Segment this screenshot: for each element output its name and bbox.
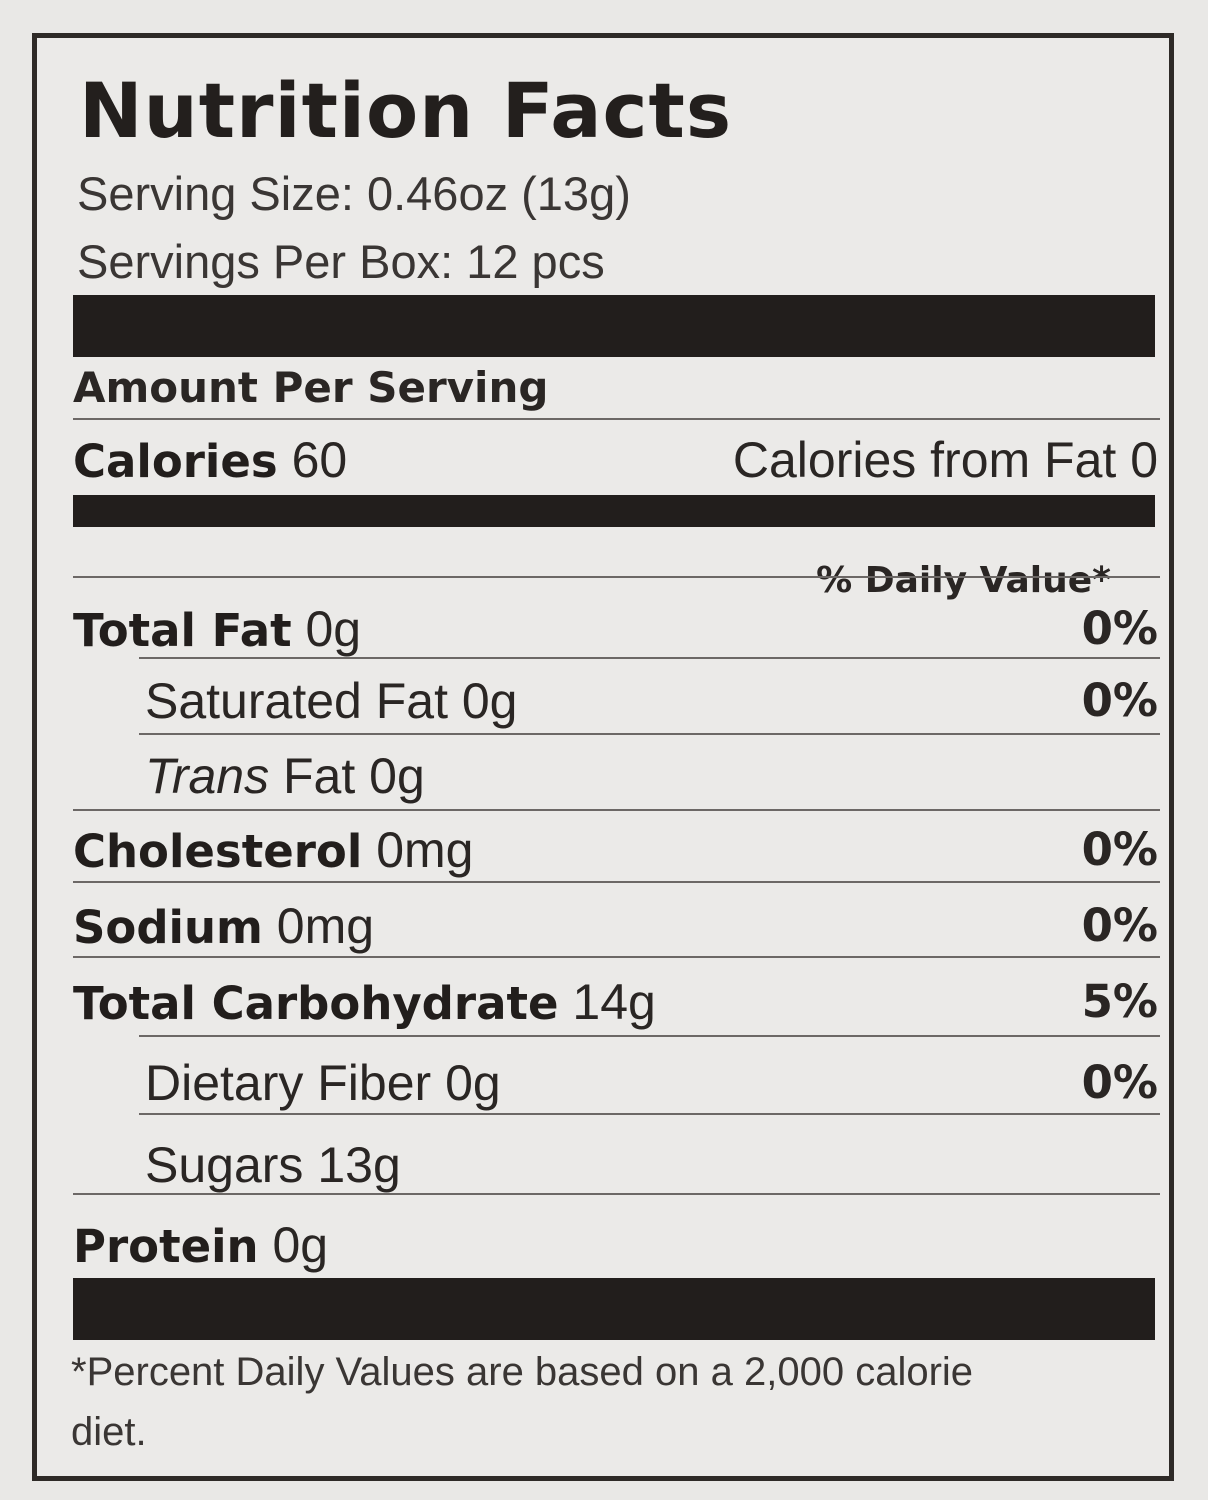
divider xyxy=(139,733,1160,735)
nutrient-amount: 0mg xyxy=(276,898,375,954)
calories-from-fat: Calories from Fat 0 xyxy=(732,432,1158,488)
footnote-line-2: diet. xyxy=(71,1410,147,1454)
serving-size: Serving Size: 0.46oz (13g) xyxy=(77,167,631,220)
label-title: Nutrition Facts xyxy=(79,66,733,155)
nutrient-amount: 13g xyxy=(317,1137,401,1193)
nutrient-row-total-fat: Total Fat 0g 0% xyxy=(73,599,1158,659)
nutrient-name: Total Fat xyxy=(73,604,292,657)
nutrient-row-dietary-fiber: Dietary Fiber 0g 0% xyxy=(145,1053,1158,1113)
nutrient-dv: 0% xyxy=(1081,899,1158,952)
nutrient-dv: 0% xyxy=(1081,823,1158,876)
nutrient-dv: 0% xyxy=(1081,674,1158,727)
nutrient-amount: 0g xyxy=(445,1055,501,1111)
calories-label: Calories xyxy=(73,435,278,488)
footnote-line-1: *Percent Daily Values are based on a 2,0… xyxy=(71,1350,974,1394)
nutrient-row-cholesterol: Cholesterol 0mg 0% xyxy=(73,820,1158,880)
divider xyxy=(73,1193,1160,1195)
medium-divider xyxy=(73,495,1155,527)
nutrient-name-italic: Trans xyxy=(145,748,270,804)
nutrient-row-trans-fat: Trans Fat 0g xyxy=(145,746,1158,806)
calories-value: 60 xyxy=(291,432,348,488)
nutrient-name: Sugars xyxy=(145,1137,304,1193)
divider xyxy=(73,881,1160,883)
thick-divider xyxy=(73,295,1155,357)
calories-row: Calories 60 Calories from Fat 0 xyxy=(73,430,1158,490)
nutrient-name: Total Carbohydrate xyxy=(73,977,559,1030)
divider xyxy=(139,1035,1160,1037)
nutrition-facts-label: Nutrition Facts Serving Size: 0.46oz (13… xyxy=(32,33,1174,1481)
nutrient-name: Cholesterol xyxy=(73,825,363,878)
divider xyxy=(73,809,1160,811)
nutrient-amount: 0g xyxy=(272,1217,329,1273)
nutrient-amount: 0g xyxy=(461,673,518,729)
divider xyxy=(139,657,1160,659)
nutrient-row-total-carbohydrate: Total Carbohydrate 14g 5% xyxy=(73,972,1158,1032)
divider xyxy=(73,576,1160,578)
nutrient-row-sodium: Sodium 0mg 0% xyxy=(73,896,1158,956)
nutrient-name: Saturated Fat xyxy=(145,673,448,729)
nutrient-amount: 0mg xyxy=(376,822,474,878)
nutrient-name: Sodium xyxy=(73,901,263,954)
nutrient-amount: 0g xyxy=(305,601,362,657)
servings-per-box: Servings Per Box: 12 pcs xyxy=(77,235,605,288)
divider xyxy=(139,1113,1160,1115)
nutrient-dv: 0% xyxy=(1081,1056,1158,1109)
nutrient-row-protein: Protein 0g xyxy=(73,1215,1158,1275)
divider xyxy=(73,956,1160,958)
nutrient-amount: 0g xyxy=(369,748,425,804)
amount-per-serving: Amount Per Serving xyxy=(73,363,549,412)
nutrient-name: Protein xyxy=(73,1220,259,1273)
nutrient-row-saturated-fat: Saturated Fat 0g 0% xyxy=(145,671,1158,731)
nutrient-name: Dietary Fiber xyxy=(145,1055,432,1111)
nutrient-amount: 14g xyxy=(572,974,656,1030)
nutrient-dv: 5% xyxy=(1081,975,1158,1028)
nutrient-name: Fat xyxy=(283,748,356,804)
divider xyxy=(73,418,1160,420)
nutrient-dv: 0% xyxy=(1081,602,1158,655)
thick-divider xyxy=(73,1278,1155,1340)
nutrient-row-sugars: Sugars 13g xyxy=(145,1135,1158,1195)
daily-value-header: % Daily Value* xyxy=(816,560,1111,601)
